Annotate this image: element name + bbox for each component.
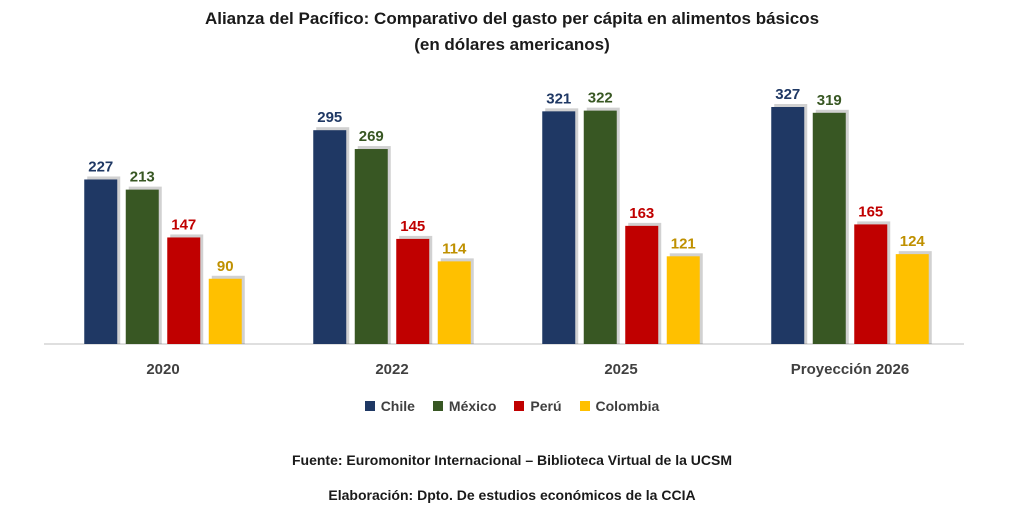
legend-label-mexico: México [448, 398, 497, 414]
data-label-peru-2020: 147 [171, 216, 196, 233]
bar-colombia-2022 [437, 261, 471, 344]
legend-label-peru: Perú [530, 398, 562, 414]
elaboration-note: Elaboración: Dpto. De estudios económico… [328, 487, 696, 503]
x-tick-label: 2020 [146, 361, 179, 378]
bar-peru-2022 [396, 238, 430, 344]
bar-peru-proyeccion-2026 [854, 224, 888, 344]
data-label-colombia-proyeccion-2026: 124 [900, 233, 926, 250]
bar-peru-2025 [625, 225, 659, 344]
bar-chile-proyeccion-2026 [771, 107, 805, 344]
data-label-colombia-2025: 121 [671, 235, 696, 252]
data-label-mexico-2020: 213 [130, 169, 155, 186]
data-label-chile-2025: 321 [546, 90, 571, 107]
bar-colombia-2020 [208, 278, 242, 344]
legend-item-peru: Perú [514, 398, 562, 414]
legend-swatch-mexico [432, 401, 443, 411]
data-label-peru-2025: 163 [629, 205, 654, 222]
data-label-peru-2022: 145 [400, 218, 425, 235]
bar-colombia-2025 [666, 256, 700, 344]
source-note: Fuente: Euromonitor Internacional – Bibl… [291, 452, 733, 468]
bar-chile-2020 [84, 179, 118, 344]
data-label-chile-2022: 295 [317, 109, 342, 126]
data-label-chile-2020: 227 [88, 158, 113, 175]
bar-colombia-proyeccion-2026 [895, 254, 929, 344]
bar-chile-2022 [313, 130, 347, 344]
legend-item-colombia: Colombia [579, 398, 660, 414]
x-tick-label: Proyección 2026 [791, 361, 909, 378]
chart-title: Alianza del Pacífico: Comparativo del ga… [204, 9, 820, 28]
data-label-colombia-2022: 114 [442, 240, 467, 257]
bar-mexico-proyeccion-2026 [812, 112, 846, 345]
chart-subtitle: (en dólares americanos) [414, 35, 610, 54]
bar-peru-2020 [167, 237, 201, 344]
legend-item-mexico: México [432, 398, 497, 414]
data-label-mexico-2025: 322 [588, 90, 613, 107]
legend-label-colombia: Colombia [595, 398, 660, 414]
legend-swatch-peru [514, 401, 525, 411]
bar-mexico-2025 [583, 110, 617, 344]
data-label-colombia-2020: 90 [217, 258, 234, 275]
data-label-chile-proyeccion-2026: 327 [775, 86, 800, 103]
x-tick-label: 2025 [604, 361, 637, 378]
legend-label-chile: Chile [380, 398, 415, 414]
bar-chile-2025 [542, 111, 576, 344]
x-tick-label: 2022 [375, 361, 408, 378]
bar-mexico-2022 [354, 149, 388, 344]
data-label-peru-proyeccion-2026: 165 [858, 203, 883, 220]
legend: Chile México Perú Colombia [0, 398, 1024, 414]
legend-item-chile: Chile [364, 398, 415, 414]
legend-swatch-chile [364, 401, 375, 411]
data-label-mexico-2022: 269 [359, 128, 384, 145]
data-label-mexico-proyeccion-2026: 319 [817, 92, 842, 109]
legend-swatch-colombia [579, 401, 590, 411]
bar-chart: 227 213 147 90 2020 295 269 145 114 2022 321 322 163… [44, 86, 964, 378]
bar-mexico-2020 [125, 189, 159, 344]
